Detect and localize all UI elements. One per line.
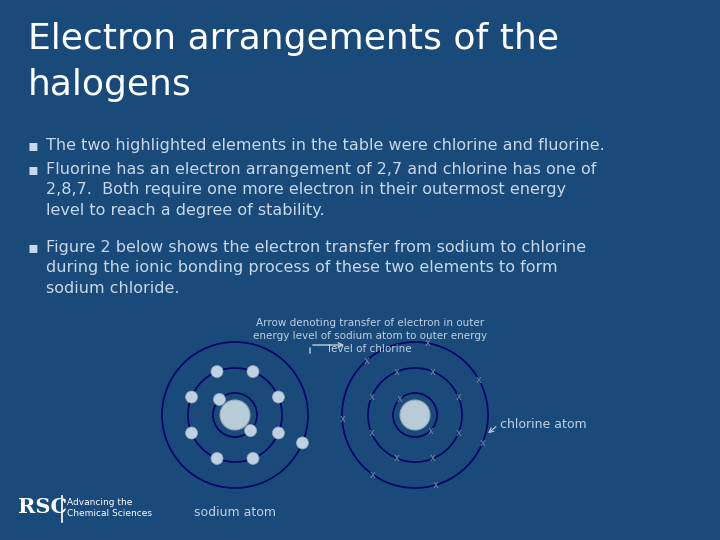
Circle shape <box>247 366 259 377</box>
Text: x: x <box>456 428 462 438</box>
Text: x: x <box>369 428 374 438</box>
Circle shape <box>186 427 197 439</box>
Text: ▪: ▪ <box>28 240 39 255</box>
Text: sodium atom: sodium atom <box>194 506 276 519</box>
Circle shape <box>211 453 223 464</box>
Circle shape <box>245 424 256 436</box>
Text: Electron arrangements of the: Electron arrangements of the <box>28 22 559 56</box>
Circle shape <box>247 453 259 464</box>
Text: x: x <box>424 338 430 348</box>
Text: x: x <box>394 367 400 376</box>
Text: x: x <box>480 438 485 448</box>
Text: ▪: ▪ <box>28 162 39 177</box>
Text: x: x <box>476 375 482 384</box>
Text: ▪: ▪ <box>28 138 39 153</box>
Text: The two highlighted elements in the table were chlorine and fluorine.: The two highlighted elements in the tabl… <box>46 138 605 153</box>
Text: x: x <box>364 355 369 366</box>
Text: x: x <box>394 454 400 463</box>
Text: Advancing the
Chemical Sciences: Advancing the Chemical Sciences <box>67 498 152 518</box>
Text: x: x <box>432 480 438 490</box>
Text: Figure 2 below shows the electron transfer from sodium to chlorine
during the io: Figure 2 below shows the electron transf… <box>46 240 586 296</box>
Text: x: x <box>456 392 462 402</box>
Circle shape <box>213 394 225 406</box>
Text: x: x <box>339 414 345 424</box>
Text: Fluorine has an electron arrangement of 2,7 and chlorine has one of
2,8,7.  Both: Fluorine has an electron arrangement of … <box>46 162 596 218</box>
Text: x: x <box>430 367 436 376</box>
Text: x: x <box>428 426 433 436</box>
Text: Arrow denoting transfer of electron in outer
energy level of sodium atom to oute: Arrow denoting transfer of electron in o… <box>253 318 487 354</box>
Text: x: x <box>397 394 402 404</box>
Circle shape <box>186 391 197 403</box>
Text: chlorine atom: chlorine atom <box>500 418 587 431</box>
Circle shape <box>220 400 250 430</box>
Circle shape <box>297 437 308 449</box>
Circle shape <box>400 400 430 430</box>
Text: RSC: RSC <box>18 497 67 517</box>
Text: halogens: halogens <box>28 68 192 102</box>
Text: x: x <box>369 392 374 402</box>
Circle shape <box>272 391 284 403</box>
Circle shape <box>211 366 223 377</box>
Circle shape <box>272 427 284 439</box>
Text: x: x <box>370 470 376 480</box>
Text: x: x <box>430 454 436 463</box>
